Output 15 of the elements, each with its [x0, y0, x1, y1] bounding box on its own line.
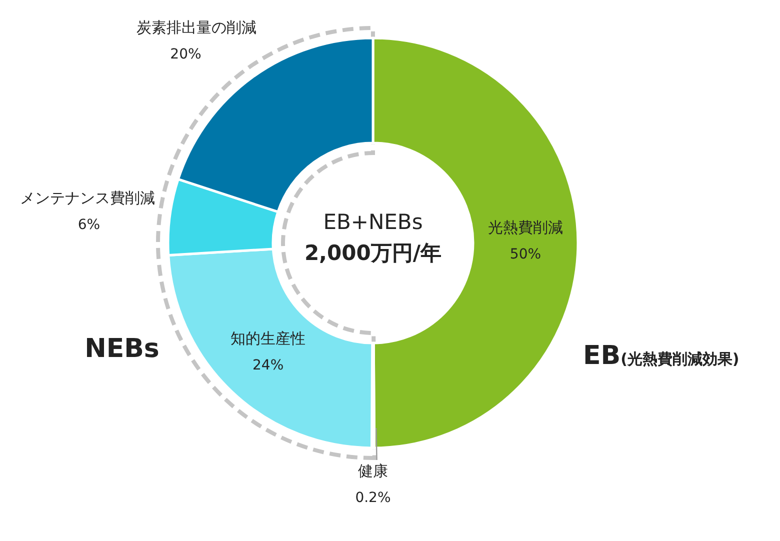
slice-label: 炭素排出量の削減 — [136, 18, 256, 37]
text: 2,000万円/年 — [304, 241, 442, 265]
slice-label: 健康 — [358, 462, 388, 480]
data-label: 50% — [510, 246, 542, 263]
data-label: 6% — [78, 216, 100, 233]
data-label: 24% — [252, 358, 284, 374]
text: NEBs — [84, 334, 160, 364]
slice-label: 光熱費削減 — [488, 218, 563, 237]
text: EB+NEBs — [323, 210, 423, 234]
data-label: 20% — [170, 46, 202, 63]
text: EB — [583, 341, 621, 371]
text: (光熱費削減効果) — [620, 350, 740, 368]
slice-label: 知的生産性 — [230, 330, 306, 348]
data-label: 0.2% — [355, 490, 391, 506]
slice-label: メンテナンス費削減 — [20, 188, 156, 207]
